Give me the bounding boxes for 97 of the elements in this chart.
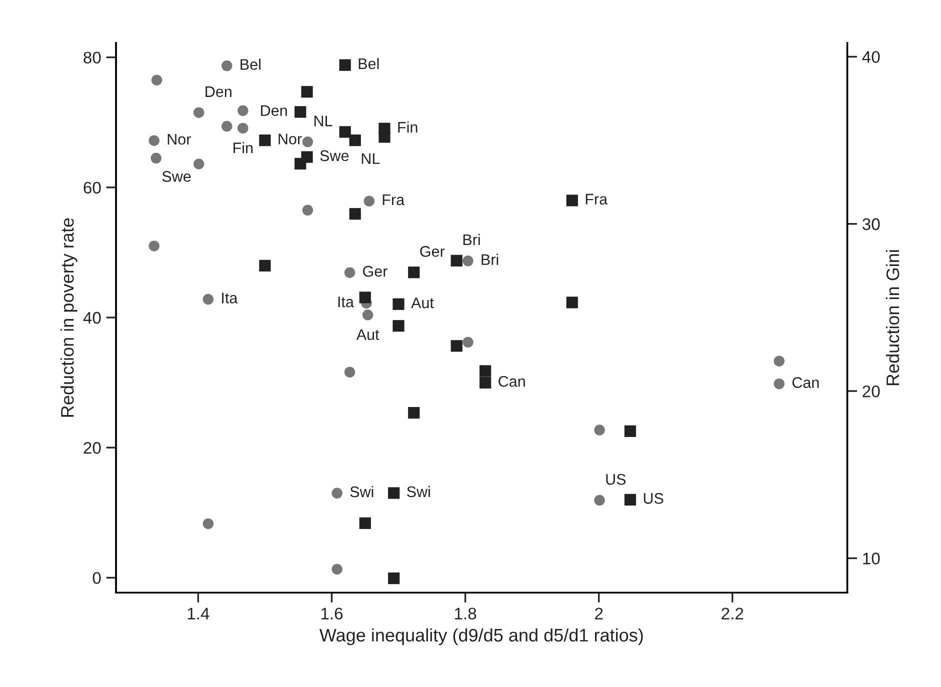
y-tick-label: 80 [84,52,101,64]
data-label: Swi [407,486,430,498]
point [566,296,578,308]
y-tick-label: 0 [92,572,101,584]
point [222,120,232,132]
point [222,60,232,72]
data-label: Can [498,376,525,387]
data-label: US [644,493,664,504]
point [774,356,785,366]
point [332,488,342,499]
point [301,86,313,98]
data-label: Aut [356,329,380,340]
data-label: Bri [463,234,480,245]
point [480,376,492,389]
point [238,105,248,116]
point [392,298,404,310]
data-label: Fra [382,194,405,206]
x-tick-label: 1.8 [454,608,476,620]
point [462,336,474,348]
point [378,131,390,143]
x-axis-title: Wage inequality (d9/d5 and d5/d1 ratios) [319,628,643,646]
point [302,204,314,216]
point [294,106,306,118]
point [150,152,162,164]
data-label: Bel [240,58,260,70]
y2-tick-label: 40 [862,51,880,63]
point [408,406,420,419]
point [388,572,400,584]
data-label: Swi [350,486,374,498]
point [344,267,356,278]
point [349,208,361,220]
data-label: NL [314,116,332,126]
data-label: Swe [162,171,191,182]
data-label: Ita [222,292,238,304]
data-label: Ger [363,266,388,277]
data-label: Fin [234,142,253,154]
point [450,340,462,352]
point [259,134,271,146]
point [392,320,404,332]
data-label: Bri [482,254,498,265]
point [450,254,462,266]
point [332,564,342,575]
point [339,59,351,71]
data-label: Ita [338,296,354,308]
point [148,240,160,252]
point [202,294,214,305]
point [193,158,204,170]
x-tick-label: 2 [595,608,603,620]
data-label: Swe [320,150,349,162]
point [480,365,492,377]
data-label: Den [261,105,287,116]
y2-tick-label: 20 [862,385,880,398]
data-label: US [606,474,626,485]
y2-tick-label: 10 [863,552,880,564]
point [359,517,371,529]
point [259,260,271,272]
point [202,518,214,530]
data-label: Fin [398,121,418,133]
point [594,424,605,436]
y-axis-title: Reduction in poverty rate [60,218,78,417]
point [294,158,306,170]
point [364,196,375,206]
y-tick-label: 60 [84,182,101,194]
y2-axis-title: Reduction in Gini [886,250,900,386]
y-tick-label: 40 [83,312,101,324]
data-label: Can [792,377,819,388]
point [238,122,248,134]
point [774,378,785,390]
x-tick-label: 1.6 [321,608,343,620]
point [408,266,420,278]
point [566,194,578,206]
data-label: Aut [411,298,434,308]
data-label: Bel [358,58,379,70]
data-label: Den [206,86,232,98]
point [462,256,474,266]
x-tick-label: 1.4 [188,608,210,620]
point [594,494,605,506]
point [388,487,400,499]
data-label: Fra [586,194,608,205]
y-tick-label: 20 [84,442,101,454]
point [151,74,162,86]
point [339,126,351,138]
point [359,292,371,304]
point [193,107,204,118]
point [349,134,361,146]
y2-tick-label: 30 [862,218,880,230]
x-tick-label: 2.2 [722,608,744,620]
data-label: Ger [420,246,445,257]
point [344,366,356,378]
data-label: Nor [278,134,302,144]
point [624,425,636,437]
data-label: Nor [168,134,191,145]
point [624,494,636,506]
point [362,310,374,320]
data-label: NL [362,153,380,164]
point [302,136,314,148]
point [148,135,160,146]
